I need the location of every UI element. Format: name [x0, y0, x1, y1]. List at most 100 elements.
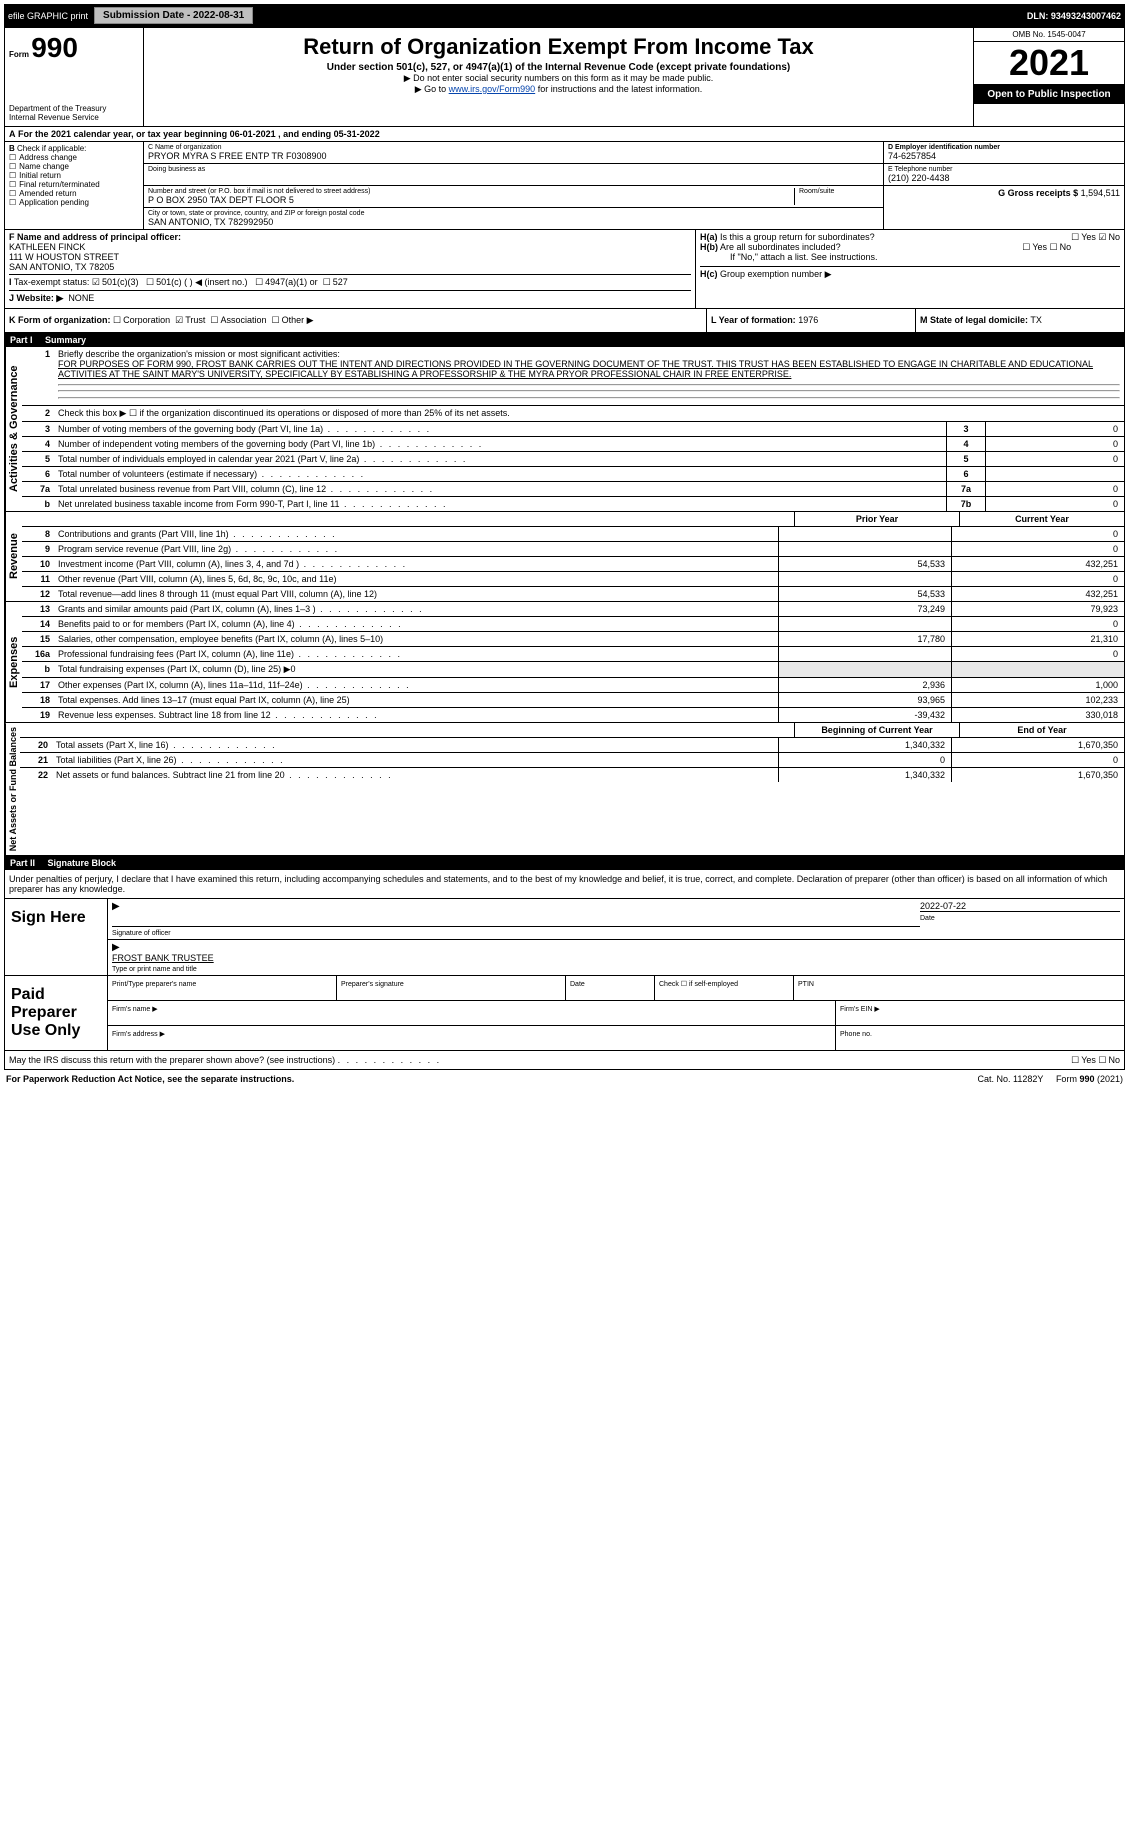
- current-hdr: Current Year: [959, 512, 1124, 526]
- firm-ein-label: Firm's EIN ▶: [840, 1006, 880, 1013]
- side-activities: Activities & Governance: [5, 347, 22, 511]
- block-klm: K Form of organization: Corporation Trus…: [4, 309, 1125, 333]
- ssn-notice: ▶ Do not enter social security numbers o…: [148, 73, 969, 84]
- l3: Number of voting members of the governin…: [54, 422, 946, 436]
- v3: 0: [985, 422, 1124, 436]
- name-title-label: Type or print name and title: [112, 966, 197, 973]
- officer-name: KATHLEEN FINCK: [9, 242, 85, 252]
- gross-val: 1,594,511: [1081, 188, 1120, 198]
- sect-revenue: Revenue Prior YearCurrent Year 8Contribu…: [4, 512, 1125, 602]
- l19: Revenue less expenses. Subtract line 18 …: [54, 708, 778, 722]
- l21: Total liabilities (Part X, line 26): [52, 753, 778, 767]
- k-label: K Form of organization:: [9, 315, 111, 325]
- chk-assoc[interactable]: Association: [210, 315, 266, 325]
- org-name: PRYOR MYRA S FREE ENTP TR F0308900: [148, 151, 879, 161]
- chk-501c3[interactable]: 501(c)(3): [92, 277, 139, 287]
- officer-addr1: 111 W HOUSTON STREET: [9, 252, 119, 262]
- chk-final[interactable]: Final return/terminated: [9, 180, 139, 189]
- sig-officer-label: Signature of officer: [112, 930, 171, 937]
- l18: Total expenses. Add lines 13–17 (must eq…: [54, 693, 778, 707]
- dba-label: Doing business as: [148, 166, 879, 173]
- form-footer: Form 990 (2021): [1056, 1074, 1123, 1084]
- chk-corp[interactable]: Corporation: [113, 315, 170, 325]
- sign-label: Sign Here: [5, 899, 107, 975]
- l6: Total number of volunteers (estimate if …: [54, 467, 946, 481]
- f-label: F Name and address of principal officer:: [9, 232, 181, 242]
- chk-501c[interactable]: 501(c) ( ) ◀ (insert no.): [146, 277, 248, 287]
- chk-trust[interactable]: Trust: [175, 315, 205, 325]
- declaration: Under penalties of perjury, I declare th…: [4, 870, 1125, 899]
- firm-phone-label: Phone no.: [840, 1031, 872, 1038]
- omb-number: OMB No. 1545-0047: [974, 28, 1124, 42]
- street: P O BOX 2950 TAX DEPT FLOOR 5: [148, 195, 794, 205]
- tax-year: 2021: [974, 42, 1124, 85]
- l7a: Total unrelated business revenue from Pa…: [54, 482, 946, 496]
- header-mid: Return of Organization Exempt From Incom…: [144, 28, 973, 126]
- col-h: H(a) Is this a group return for subordin…: [695, 230, 1124, 308]
- may-yes[interactable]: Yes: [1071, 1055, 1096, 1065]
- hc-label: Group exemption number ▶: [720, 269, 831, 279]
- cat-no: Cat. No. 11282Y: [978, 1074, 1044, 1084]
- city: SAN ANTONIO, TX 782992950: [148, 217, 879, 227]
- sign-here: Sign Here Signature of officer 2022-07-2…: [4, 899, 1125, 976]
- chk-amended[interactable]: Amended return: [9, 189, 139, 198]
- l20: Total assets (Part X, line 16): [52, 738, 778, 752]
- chk-4947[interactable]: 4947(a)(1) or: [255, 277, 318, 287]
- room-label: Room/suite: [799, 188, 879, 195]
- l7b: Net unrelated business taxable income fr…: [54, 497, 946, 511]
- l4: Number of independent voting members of …: [54, 437, 946, 451]
- street-label: Number and street (or P.O. box if mail i…: [148, 188, 794, 195]
- pp-date-label: Date: [570, 981, 585, 988]
- v4: 0: [985, 437, 1124, 451]
- ha-no[interactable]: No: [1098, 232, 1120, 242]
- open-inspection: Open to Public Inspection: [974, 85, 1124, 104]
- sect-activities: Activities & Governance 1 Briefly descri…: [4, 347, 1125, 512]
- col-c: C Name of organization PRYOR MYRA S FREE…: [144, 142, 883, 229]
- l16a: Professional fundraising fees (Part IX, …: [54, 647, 778, 661]
- submission-date-button[interactable]: Submission Date - 2022-08-31: [94, 7, 253, 24]
- side-revenue: Revenue: [5, 512, 22, 601]
- ha-label: Is this a group return for subordinates?: [720, 232, 875, 242]
- goto-notice: ▶ Go to www.irs.gov/Form990 for instruct…: [148, 84, 969, 95]
- ein: 74-6257854: [888, 151, 1120, 161]
- l14: Benefits paid to or for members (Part IX…: [54, 617, 778, 631]
- l15: Salaries, other compensation, employee b…: [54, 632, 778, 646]
- l12: Total revenue—add lines 8 through 11 (mu…: [54, 587, 778, 601]
- phone-label: E Telephone number: [888, 166, 1120, 173]
- chk-527[interactable]: 527: [323, 277, 348, 287]
- prior-hdr: Prior Year: [794, 512, 959, 526]
- paid-label: Paid Preparer Use Only: [5, 976, 107, 1050]
- chk-name[interactable]: Name change: [9, 162, 139, 171]
- firm-name-label: Firm's name ▶: [112, 1006, 158, 1013]
- hb-note: If "No," attach a list. See instructions…: [700, 252, 1120, 262]
- hb-no[interactable]: No: [1050, 242, 1072, 252]
- m-label: M State of legal domicile:: [920, 315, 1028, 325]
- chk-pending[interactable]: Application pending: [9, 198, 139, 207]
- may-no[interactable]: No: [1098, 1055, 1120, 1065]
- sig-date: 2022-07-22: [920, 901, 1120, 911]
- block-fhij: F Name and address of principal officer:…: [4, 230, 1125, 309]
- col-de: D Employer identification number 74-6257…: [883, 142, 1124, 229]
- chk-initial[interactable]: Initial return: [9, 171, 139, 180]
- l13: Grants and similar amounts paid (Part IX…: [54, 602, 778, 616]
- irs-link[interactable]: www.irs.gov/Form990: [449, 84, 536, 94]
- l1-label: Briefly describe the organization's miss…: [58, 349, 340, 359]
- efile-label: efile GRAPHIC print: [8, 11, 88, 21]
- paid-preparer: Paid Preparer Use Only Print/Type prepar…: [4, 976, 1125, 1051]
- hb-label: Are all subordinates included?: [720, 242, 841, 252]
- chk-address[interactable]: Address change: [9, 153, 139, 162]
- ha-yes[interactable]: Yes: [1071, 232, 1096, 242]
- ein-label: D Employer identification number: [888, 144, 1000, 151]
- sect-netassets: Net Assets or Fund Balances Beginning of…: [4, 723, 1125, 856]
- hb-yes[interactable]: Yes: [1022, 242, 1047, 252]
- website-val: NONE: [68, 293, 94, 303]
- gross-label: G Gross receipts $: [998, 188, 1078, 198]
- date-label: Date: [920, 915, 935, 922]
- footer: For Paperwork Reduction Act Notice, see …: [4, 1070, 1125, 1088]
- begin-hdr: Beginning of Current Year: [794, 723, 959, 737]
- chk-other[interactable]: Other ▶: [272, 315, 314, 325]
- name-title: FROST BANK TRUSTEE: [112, 953, 1120, 963]
- l11: Other revenue (Part VIII, column (A), li…: [54, 572, 778, 586]
- part1-header: Part I Summary: [4, 333, 1125, 347]
- end-hdr: End of Year: [959, 723, 1124, 737]
